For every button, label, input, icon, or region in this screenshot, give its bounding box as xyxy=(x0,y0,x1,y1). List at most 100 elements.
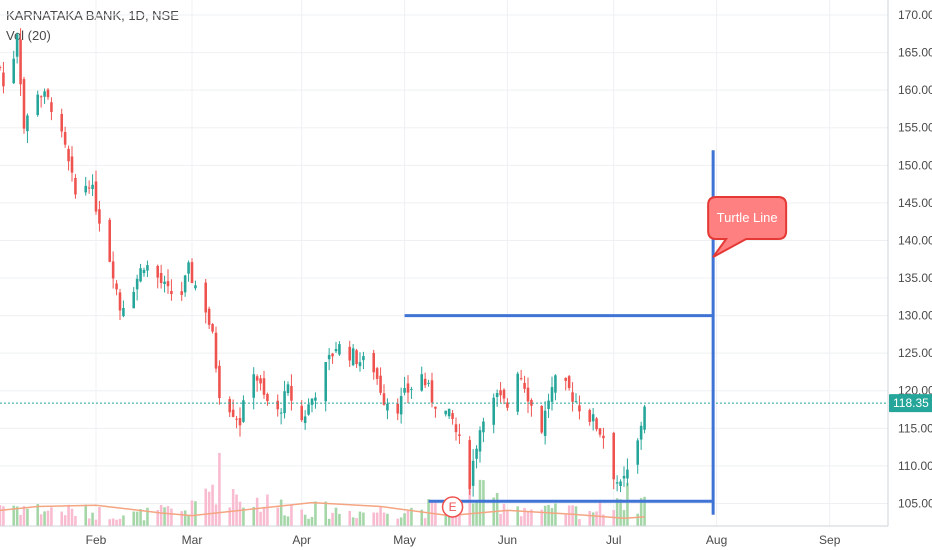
price-tick-label: 145.00 xyxy=(898,196,932,210)
volume-bar xyxy=(615,498,619,526)
volume-bar xyxy=(375,512,379,526)
candle-body xyxy=(194,285,197,289)
candle-body xyxy=(427,382,430,384)
volume-bar xyxy=(502,503,506,526)
candle-body xyxy=(187,262,190,274)
volume-bar xyxy=(499,513,502,526)
volume-bar xyxy=(211,484,214,526)
volume-bar xyxy=(36,504,39,526)
candle-body xyxy=(262,378,266,395)
volume-bar xyxy=(190,500,194,526)
volume-bar xyxy=(238,501,242,526)
volume-bar xyxy=(183,510,187,526)
candle-body xyxy=(403,388,406,393)
turtle-line-callout[interactable]: Turtle Line xyxy=(707,196,788,258)
volume-bar xyxy=(228,507,231,526)
candle-body xyxy=(314,397,317,401)
candle-body xyxy=(139,268,142,282)
candle-body xyxy=(255,376,259,381)
candle-body xyxy=(122,307,125,317)
candle-body xyxy=(502,389,506,399)
candle-body xyxy=(98,209,101,224)
volume-bar xyxy=(530,509,533,526)
volume-bar xyxy=(379,507,382,526)
volume-bar xyxy=(516,506,519,526)
drawings[interactable] xyxy=(404,150,715,515)
volume-bar xyxy=(334,507,338,526)
candle-body xyxy=(87,187,91,189)
price-tick-label: 130.00 xyxy=(898,309,932,323)
volume-bar xyxy=(159,504,163,526)
volume-bar xyxy=(26,508,29,526)
candle-body xyxy=(526,387,530,402)
candle-body xyxy=(43,91,46,97)
candle-body xyxy=(410,388,413,390)
candle-body xyxy=(540,405,543,433)
candle-body xyxy=(19,39,22,85)
price-axis[interactable]: 105.00110.00115.00120.00125.00130.00135.… xyxy=(898,8,932,510)
candle-body xyxy=(15,34,19,57)
volume-bar xyxy=(15,506,19,526)
candle-body xyxy=(372,352,375,373)
volume-bar xyxy=(286,516,290,526)
volume-bar xyxy=(331,512,334,526)
volume-bar xyxy=(146,507,149,526)
candle-body xyxy=(170,290,173,295)
candle-body xyxy=(207,308,211,325)
candle-body xyxy=(543,410,547,436)
volume-bar xyxy=(283,515,286,526)
candle-body xyxy=(379,375,382,393)
volume-bar xyxy=(290,504,293,526)
volume-bar xyxy=(0,505,2,526)
volume-bar xyxy=(63,515,67,526)
candle-body xyxy=(146,265,149,271)
candle-body xyxy=(550,387,554,402)
volume-bar xyxy=(262,506,266,526)
candle-body xyxy=(567,376,571,389)
candle-body xyxy=(420,374,423,391)
volume-bar xyxy=(543,505,547,526)
candle-body xyxy=(478,430,482,452)
volume-bar xyxy=(166,506,170,526)
volume-bar xyxy=(396,518,399,526)
time-axis[interactable]: Feb Mar Apr May Jun Jul Aug Sep xyxy=(86,533,841,547)
volume-bar xyxy=(314,501,317,526)
volume-bar xyxy=(639,498,643,526)
price-tick-label: 170.00 xyxy=(898,8,932,22)
volume-bar xyxy=(310,517,314,526)
volume-bar xyxy=(43,511,46,526)
candle-body xyxy=(63,132,67,145)
price-tick-label: 135.00 xyxy=(898,271,932,285)
volume-bar xyxy=(307,518,310,526)
earnings-marker[interactable]: E xyxy=(441,496,464,518)
candle-body xyxy=(471,460,475,486)
candle-body xyxy=(74,177,77,195)
volume-bar xyxy=(252,506,255,526)
candle-body xyxy=(468,440,471,489)
candle-body xyxy=(482,421,485,433)
candle-body xyxy=(91,184,94,189)
candle-body xyxy=(458,434,461,436)
volume-bar xyxy=(547,504,550,526)
candle-body xyxy=(358,362,362,367)
candle-body xyxy=(324,362,327,402)
volume-bar xyxy=(567,505,571,526)
price-tick-label: 160.00 xyxy=(898,83,932,97)
volume-bar xyxy=(242,507,245,526)
time-tick-label: Feb xyxy=(86,533,107,547)
volume-bar xyxy=(327,518,331,526)
volume-bar xyxy=(598,501,602,526)
candle-body xyxy=(619,481,622,486)
price-tick-label: 110.00 xyxy=(898,459,932,473)
candle-body xyxy=(495,393,499,398)
candle-body xyxy=(300,405,303,421)
volume-bar xyxy=(348,510,351,526)
candle-body xyxy=(22,79,26,129)
candle-body xyxy=(46,89,50,98)
volume-bar xyxy=(94,519,98,526)
volume-bar xyxy=(118,518,122,526)
candle-body xyxy=(228,399,231,413)
volume-bar xyxy=(406,511,410,526)
candle-body xyxy=(50,102,53,112)
